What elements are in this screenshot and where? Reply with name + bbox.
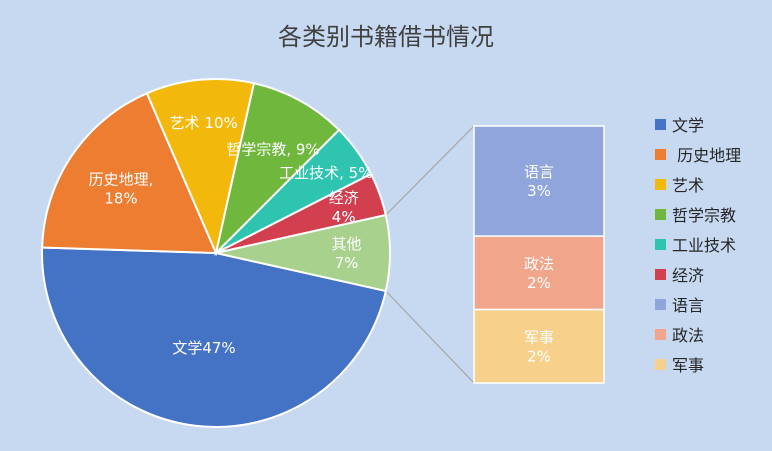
legend-label-工业技术: 工业技术	[672, 236, 736, 255]
data-label-艺术: 艺术 10%	[170, 114, 238, 132]
legend-swatch-经济	[655, 269, 666, 280]
legend-label-政法: 政法	[672, 326, 704, 345]
legend-swatch-工业技术	[655, 239, 666, 250]
data-label-其他: 其他 7%	[331, 235, 361, 272]
data-label-军事: 军事 2%	[524, 328, 554, 365]
legend-label-艺术: 艺术	[672, 176, 704, 195]
bar-segment-军事	[473, 308, 605, 384]
legend-swatch-文学	[655, 119, 666, 130]
data-label-经济: 经济 4%	[329, 189, 359, 226]
legend-swatch-军事	[655, 359, 666, 370]
bar-segment-政法	[473, 235, 605, 311]
data-label-政法: 政法 2%	[524, 255, 554, 292]
data-label-历史地理: 历史地理, 18%	[89, 171, 154, 208]
data-label-文学: 文学47%	[172, 339, 235, 357]
breakout-bar	[473, 125, 605, 384]
data-label-哲学宗教: 哲学宗教, 9%	[226, 140, 319, 158]
pie-slice-历史地理	[41, 91, 218, 255]
connector-line-bottom	[385, 290, 475, 384]
pie-slice-哲学宗教	[214, 81, 341, 257]
bar-segment-语言	[473, 125, 605, 237]
data-label-工业技术: 工业技术, 5%	[279, 164, 372, 182]
pie-slice-文学	[41, 246, 388, 428]
chart-title: 各类别书籍借书情况	[278, 23, 494, 51]
legend-label-军事: 军事	[672, 356, 704, 375]
connector-line-top	[385, 125, 475, 216]
legend-swatch-历史地理	[655, 149, 666, 160]
legend-label-文学: 文学	[672, 116, 704, 135]
legend-label-语言: 语言	[672, 296, 704, 315]
legend-label-历史地理: 历史地理	[672, 146, 741, 165]
data-label-语言: 语言 3%	[524, 163, 554, 200]
pie	[41, 78, 391, 428]
data-labels: 文学47% 历史地理, 18% 艺术 10% 哲学宗教, 9% 工业技术, 5% 经济 4% 其…	[89, 114, 554, 365]
legend-swatch-艺术	[655, 179, 666, 190]
legend-label-哲学宗教: 哲学宗教	[672, 206, 736, 225]
pie-slice-其他	[215, 213, 391, 293]
connector-lines	[385, 125, 475, 384]
pie-slice-艺术	[145, 78, 256, 257]
legend-swatch-政法	[655, 329, 666, 340]
legend-label-经济: 经济	[672, 266, 704, 285]
legend-swatch-语言	[655, 299, 666, 310]
legend-swatch-哲学宗教	[655, 209, 666, 220]
